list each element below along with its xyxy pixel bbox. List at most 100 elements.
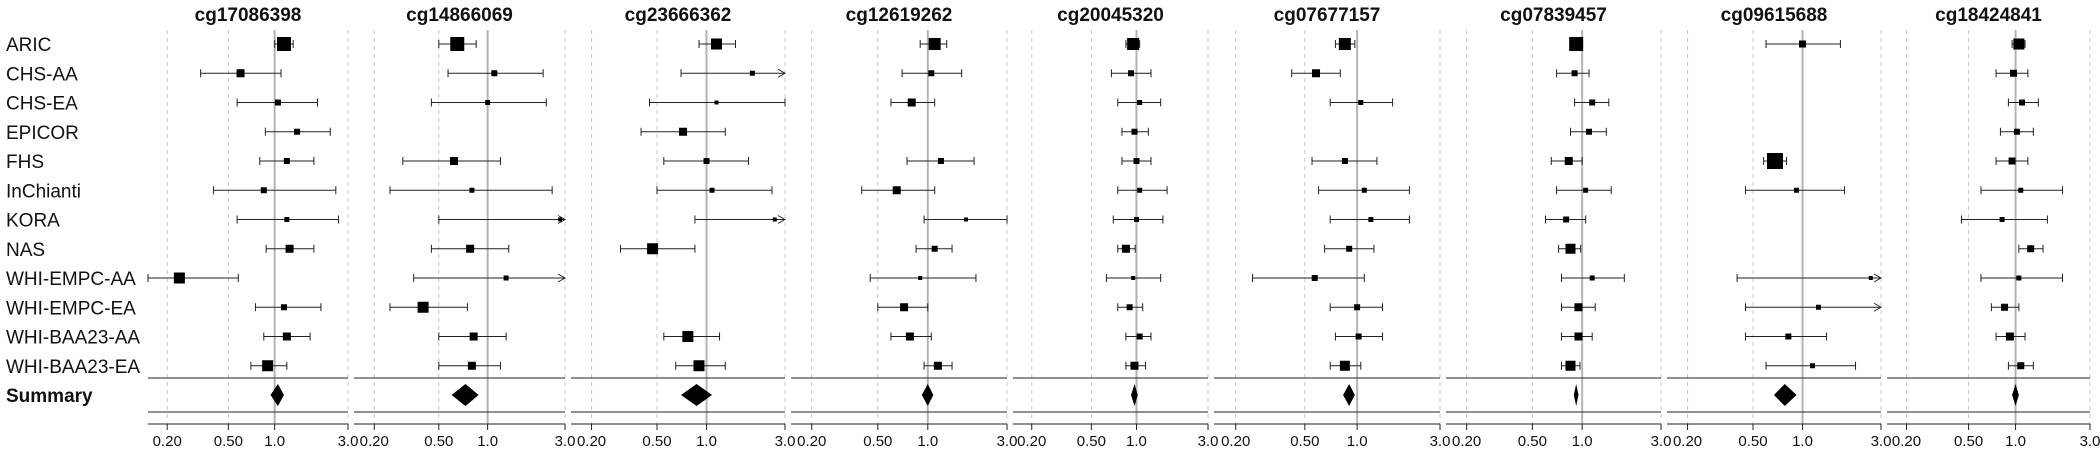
- x-tick-label: 3.0: [997, 433, 1018, 450]
- point-estimate: [1571, 70, 1578, 77]
- ci-arrow: [1873, 273, 1883, 283]
- x-tick-label: 0.20: [1017, 433, 1046, 450]
- point-estimate: [1868, 276, 1873, 280]
- summary-diamond: [681, 384, 713, 406]
- x-tick-label: 1.0: [264, 433, 285, 450]
- study-label: InChianti: [6, 181, 81, 202]
- ci-arrow: [557, 273, 567, 283]
- point-estimate: [1346, 245, 1353, 252]
- point-estimate: [1565, 360, 1576, 371]
- x-tick-label: 1.0: [696, 433, 717, 450]
- panel-title: cg17086398: [195, 5, 302, 26]
- point-estimate: [1311, 275, 1318, 281]
- panel-cg07839457: cg07839457 0.20 0.50 1.0 3.0: [1446, 5, 1671, 450]
- point-estimate: [2016, 275, 2022, 281]
- point-estimate: [1815, 304, 1821, 310]
- point-estimate: [558, 217, 563, 222]
- point-estimate: [1785, 333, 1792, 340]
- study-label: CHS-EA: [6, 94, 78, 115]
- panel-title: cg18424841: [1935, 5, 2042, 26]
- summary-diamond: [2012, 384, 2019, 406]
- point-estimate: [503, 275, 509, 281]
- summary-diamond: [451, 384, 479, 406]
- summary-diamond: [1343, 384, 1355, 406]
- x-tick-label: 0.20: [153, 433, 182, 450]
- point-estimate: [1368, 217, 1374, 222]
- point-estimate: [749, 70, 755, 76]
- x-tick-label: 0.20: [577, 433, 606, 450]
- point-estimate: [2013, 38, 2025, 50]
- point-estimate: [772, 217, 777, 222]
- x-tick-label: 0.20: [1221, 433, 1250, 450]
- study-label: WHI-BAA23-AA: [6, 328, 140, 349]
- ci-arrow: [557, 215, 567, 224]
- point-estimate: [709, 187, 715, 193]
- point-estimate: [1565, 243, 1576, 254]
- point-estimate: [1563, 216, 1570, 223]
- x-tick-label: 0.50: [1290, 433, 1319, 450]
- point-estimate: [937, 158, 944, 164]
- x-tick-label: 0.50: [1518, 433, 1547, 450]
- point-estimate: [907, 98, 916, 107]
- summary-diamond: [270, 384, 284, 406]
- point-estimate: [2009, 69, 2017, 77]
- point-estimate: [282, 332, 291, 341]
- point-estimate: [918, 276, 923, 280]
- point-estimate: [711, 38, 723, 50]
- point-estimate: [1355, 333, 1362, 340]
- point-estimate: [1137, 100, 1143, 105]
- point-estimate: [1361, 187, 1367, 193]
- point-estimate: [2018, 187, 2024, 193]
- point-estimate: [900, 303, 909, 312]
- study-label: CHS-AA: [6, 64, 78, 85]
- x-tick-label: 3.0: [2080, 433, 2100, 450]
- point-estimate: [2008, 157, 2016, 165]
- x-tick-label: 3.0: [1871, 433, 1892, 450]
- panel-title: cg12619262: [846, 5, 953, 26]
- point-estimate: [964, 217, 969, 222]
- point-estimate: [1799, 40, 1807, 48]
- panel-cg07677157: cg07677157 0.20 0.50 1.0 3.0: [1214, 5, 1450, 450]
- study-label: WHI-EMPC-EA: [6, 298, 136, 319]
- point-estimate: [693, 360, 705, 372]
- point-estimate: [1127, 38, 1140, 50]
- point-estimate: [417, 301, 429, 313]
- x-tick-label: 0.50: [642, 433, 671, 450]
- panel-title: cg20045320: [1057, 5, 1164, 26]
- summary-diamond: [1573, 384, 1579, 406]
- point-estimate: [1794, 187, 1800, 193]
- study-label: FHS: [6, 152, 44, 173]
- study-label: EPICOR: [6, 123, 79, 144]
- x-tick-label: 0.50: [214, 433, 243, 450]
- point-estimate: [928, 70, 935, 77]
- point-estimate: [1312, 69, 1321, 78]
- study-label: WHI-BAA23-EA: [6, 357, 140, 378]
- point-estimate: [892, 186, 901, 195]
- point-estimate: [1574, 332, 1583, 341]
- ci-arrow: [1873, 302, 1883, 312]
- x-tick-label: 0.20: [1892, 433, 1921, 450]
- panel-cg12619262: cg12619262 0.20 0.50 1.0 3.0: [791, 5, 1017, 450]
- study-label: ARIC: [6, 35, 51, 56]
- x-tick-label: 3.0: [1430, 433, 1451, 450]
- summary-diamond: [1773, 384, 1797, 406]
- x-tick-label: 0.50: [1077, 433, 1106, 450]
- point-estimate: [1569, 37, 1584, 51]
- panel-cg20045320: cg20045320 0.20 0.50 1.0 3.0: [1013, 5, 1218, 450]
- point-estimate: [703, 158, 710, 164]
- point-estimate: [1121, 244, 1130, 253]
- point-estimate: [1589, 99, 1596, 106]
- x-tick-label: 0.20: [1673, 433, 1702, 450]
- x-tick-label: 0.50: [1954, 433, 1983, 450]
- point-estimate: [2013, 128, 2020, 135]
- point-estimate: [1585, 128, 1592, 135]
- point-estimate: [491, 70, 498, 77]
- point-estimate: [905, 332, 914, 341]
- point-estimate: [714, 100, 719, 105]
- point-estimate: [2017, 362, 2025, 370]
- point-estimate: [2001, 303, 2009, 311]
- point-estimate: [1133, 217, 1139, 222]
- point-estimate: [1136, 333, 1143, 340]
- x-tick-label: 1.0: [1792, 433, 1813, 450]
- point-estimate: [1130, 361, 1139, 370]
